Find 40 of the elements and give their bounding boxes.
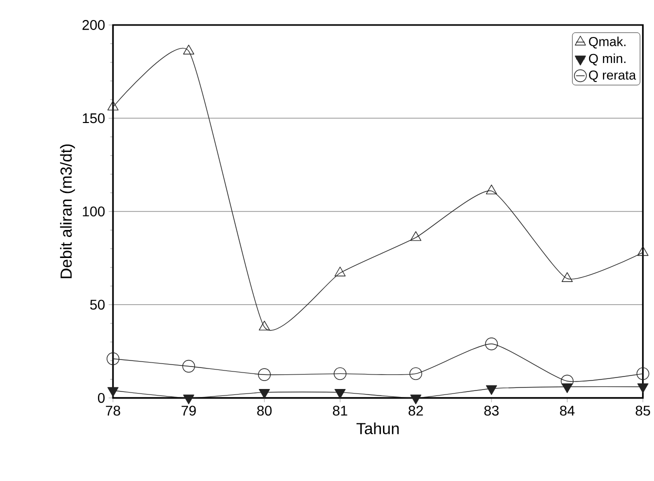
point: [107, 100, 119, 110]
y-tick-label: 100: [82, 206, 105, 216]
point: [410, 394, 422, 404]
x-tick-label: 81: [332, 406, 348, 416]
point: [486, 385, 498, 395]
y-tick-label: 0: [98, 393, 105, 403]
x-axis-title: Tahun: [356, 422, 399, 434]
x-tick-label: 82: [408, 406, 423, 416]
point: [637, 383, 648, 394]
legend-label: Qmak.: [588, 36, 626, 49]
point: [334, 367, 346, 380]
legend-label: Q rerata: [588, 70, 636, 82]
point: [107, 387, 119, 397]
point: [183, 44, 194, 54]
y-tick-label: 200: [82, 20, 105, 30]
x-tick-label: 79: [182, 406, 196, 416]
x-tick-label: 78: [106, 406, 120, 416]
point: [258, 389, 270, 399]
point: [182, 360, 196, 373]
x-tick-label: 80: [257, 406, 272, 416]
point: [562, 272, 573, 282]
x-tick-label: 85: [636, 406, 650, 416]
point: [258, 368, 271, 382]
point: [486, 184, 498, 194]
y-axis-title: Debit aliran (m3/dt): [60, 144, 75, 278]
y-tick-label: 150: [82, 113, 105, 124]
point: [410, 231, 422, 241]
point: [409, 367, 422, 380]
point: [334, 266, 346, 276]
y-tick-label: 50: [90, 300, 105, 310]
x-tick-label: 83: [484, 406, 499, 416]
x-tick-label: 84: [560, 406, 575, 416]
point: [637, 246, 648, 256]
point: [106, 352, 120, 366]
legend-label: Q min.: [588, 54, 626, 66]
point: [183, 394, 194, 404]
point: [334, 389, 346, 399]
point: [485, 338, 498, 350]
point: [636, 367, 650, 380]
point: [560, 374, 574, 388]
